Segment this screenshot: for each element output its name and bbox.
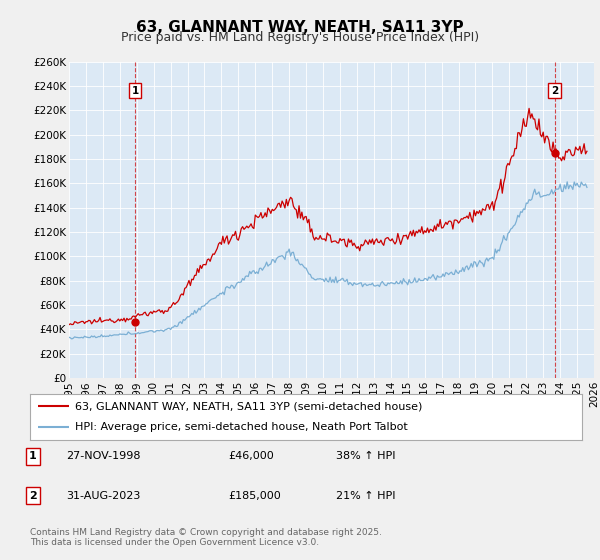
Text: £185,000: £185,000 <box>228 491 281 501</box>
Text: 63, GLANNANT WAY, NEATH, SA11 3YP: 63, GLANNANT WAY, NEATH, SA11 3YP <box>136 20 464 35</box>
Text: 2: 2 <box>29 491 37 501</box>
Text: Contains HM Land Registry data © Crown copyright and database right 2025.
This d: Contains HM Land Registry data © Crown c… <box>30 528 382 547</box>
Text: Price paid vs. HM Land Registry's House Price Index (HPI): Price paid vs. HM Land Registry's House … <box>121 31 479 44</box>
Text: 38% ↑ HPI: 38% ↑ HPI <box>336 451 395 461</box>
Text: 2: 2 <box>551 86 558 96</box>
Text: HPI: Average price, semi-detached house, Neath Port Talbot: HPI: Average price, semi-detached house,… <box>75 422 408 432</box>
Text: 31-AUG-2023: 31-AUG-2023 <box>66 491 140 501</box>
Text: 27-NOV-1998: 27-NOV-1998 <box>66 451 140 461</box>
Text: 21% ↑ HPI: 21% ↑ HPI <box>336 491 395 501</box>
Text: 63, GLANNANT WAY, NEATH, SA11 3YP (semi-detached house): 63, GLANNANT WAY, NEATH, SA11 3YP (semi-… <box>75 401 422 411</box>
Text: 1: 1 <box>131 86 139 96</box>
Text: £46,000: £46,000 <box>228 451 274 461</box>
Text: 1: 1 <box>29 451 37 461</box>
